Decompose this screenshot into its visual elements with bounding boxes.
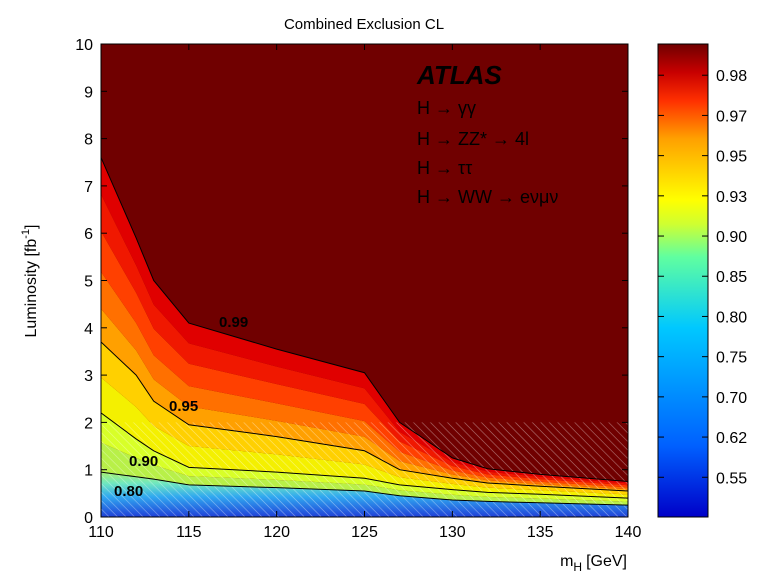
y-tick-label-6: 6 <box>84 226 93 243</box>
contour-label-099: 0.99 <box>219 314 248 331</box>
y-tick-label-7: 7 <box>84 179 93 196</box>
contour-label-080: 0.80 <box>114 483 143 500</box>
contour-label-090: 0.90 <box>129 453 158 470</box>
channel-gammagamma: H → γγ <box>417 98 476 118</box>
y-tick-label-2: 2 <box>84 415 93 432</box>
plot-area <box>101 44 628 517</box>
y-tick-label-4: 4 <box>84 321 93 338</box>
y-tick-label-3: 3 <box>84 368 93 385</box>
colorbar: 0.55 0.62 0.70 0.75 0.80 0.85 0.90 0.93 0.95 0.97… <box>657 43 747 518</box>
y-axis-label: Luminosity [fb-1] <box>20 225 40 338</box>
chart-title: Combined Exclusion CL <box>284 16 444 33</box>
y-tick-label-8: 8 <box>84 132 93 149</box>
cb-tick-label-3: 0.75 <box>716 350 747 367</box>
x-axis-label: mH [GeV] <box>560 553 627 574</box>
x-tick-label-140: 140 <box>615 524 642 541</box>
cb-tick-label-8: 0.95 <box>716 149 747 166</box>
contour-line-095 <box>101 341 628 492</box>
cb-tick-label-10: 0.98 <box>716 68 747 85</box>
contour-labels: 0.80 0.90 0.95 0.99 <box>114 314 248 500</box>
x-axis-label-unit: [GeV] <box>586 553 627 570</box>
contour-line-099 <box>101 157 628 483</box>
contour-line-080 <box>101 471 628 506</box>
channel-tautau: H → ττ <box>417 158 472 178</box>
channel-ww: H → WW → eνμν <box>417 187 558 207</box>
channel-zz4l: H → ZZ* → 4l <box>417 129 529 149</box>
cb-tick-label-6: 0.90 <box>716 229 747 246</box>
x-axis-label-main: m <box>560 553 573 570</box>
x-tick-label-130: 130 <box>439 524 466 541</box>
cb-tick-label-7: 0.93 <box>716 189 747 206</box>
x-tick-label-120: 120 <box>263 524 290 541</box>
hatched-overlay <box>101 422 628 517</box>
cb-tick-label-1: 0.62 <box>716 430 747 447</box>
cb-tick-label-5: 0.85 <box>716 269 747 286</box>
x-tick-label-125: 125 <box>351 524 378 541</box>
cb-tick-label-4: 0.80 <box>716 309 747 326</box>
colorbar-frame <box>657 43 709 518</box>
channel-legend: ATLAS H → γγ H → ZZ* → 4l H → ττ H → WW … <box>416 60 558 207</box>
y-axis-label-main: Luminosity [fb <box>23 239 40 338</box>
contour-lines <box>101 157 628 506</box>
cb-tick-label-0: 0.55 <box>716 470 747 487</box>
colorbar-ticks: 0.55 0.62 0.70 0.75 0.80 0.85 0.90 0.93 0.95 0.97… <box>658 68 747 487</box>
y-tick-label-5: 5 <box>84 274 93 291</box>
atlas-label: ATLAS <box>416 60 502 90</box>
x-axis: 110 115 120 125 130 135 140 <box>88 44 641 541</box>
y-tick-label-0: 0 <box>84 510 93 527</box>
colorbar-gradient <box>658 44 708 517</box>
x-tick-label-110: 110 <box>88 524 114 541</box>
x-tick-label-115: 115 <box>176 524 202 541</box>
contour-line-090 <box>101 412 628 499</box>
y-axis: 0 1 2 3 4 5 6 7 8 9 10 <box>75 37 628 527</box>
y-tick-label-10: 10 <box>75 37 93 54</box>
y-tick-label-9: 9 <box>84 84 93 101</box>
y-axis-label-sup: -1 <box>20 229 32 239</box>
y-tick-label-1: 1 <box>84 463 93 480</box>
x-axis-label-sub: H <box>573 560 582 574</box>
cb-tick-label-9: 0.97 <box>716 108 747 125</box>
contour-label-095: 0.95 <box>169 398 198 415</box>
cb-tick-label-2: 0.70 <box>716 390 747 407</box>
x-tick-label-135: 135 <box>527 524 554 541</box>
y-axis-label-close: ] <box>23 225 40 229</box>
